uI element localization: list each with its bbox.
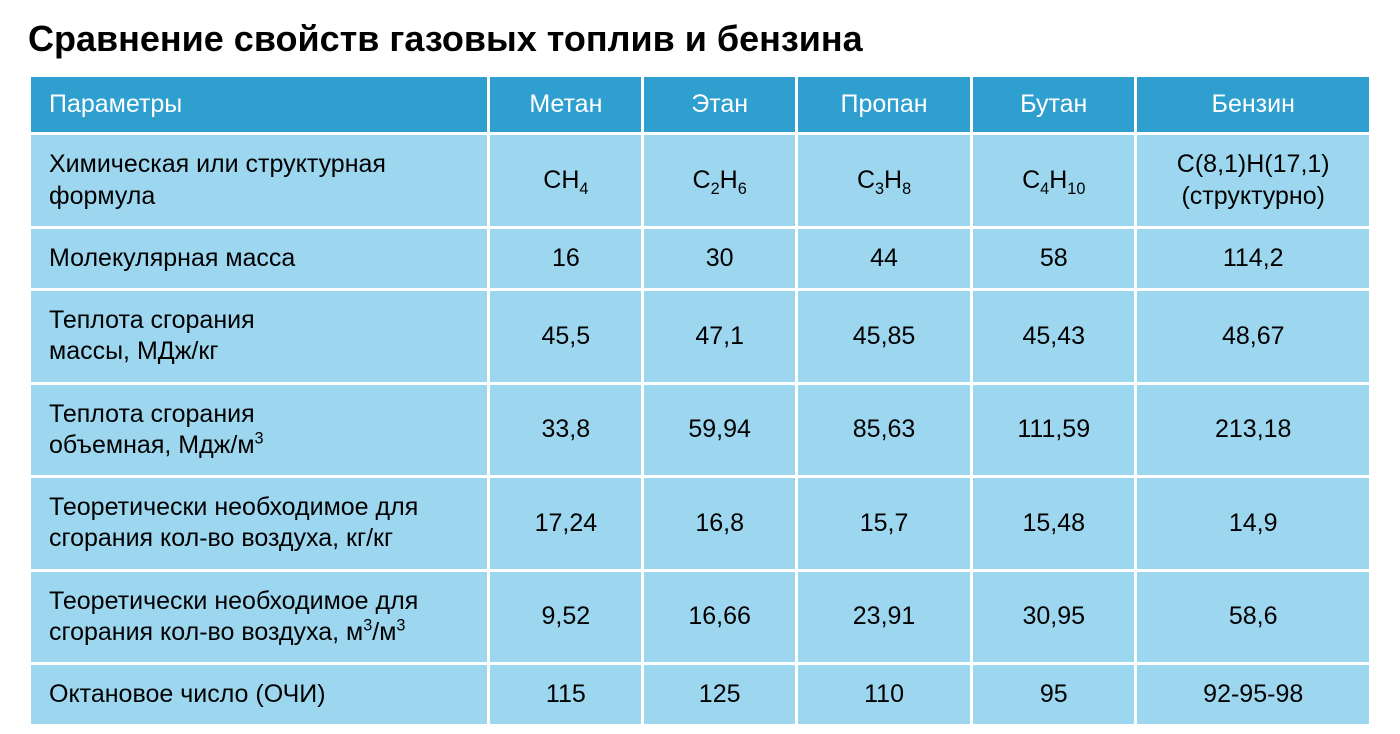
table-header-row: Параметры Метан Этан Пропан Бутан Бензин [31, 77, 1369, 132]
comparison-table: Параметры Метан Этан Пропан Бутан Бензин… [28, 74, 1372, 727]
value-cell: 23,91 [798, 572, 970, 663]
col-header-param: Параметры [31, 77, 487, 132]
table-row: Теплота сгораниямассы, МДж/кг45,547,145,… [31, 291, 1369, 382]
value-cell: 9,52 [490, 572, 641, 663]
param-cell: Молекулярная масса [31, 229, 487, 288]
value-cell: 47,1 [644, 291, 795, 382]
value-cell: 16 [490, 229, 641, 288]
value-cell: 48,67 [1137, 291, 1369, 382]
value-cell: 45,85 [798, 291, 970, 382]
value-cell: 111,59 [973, 385, 1134, 476]
param-cell: Теоретически необходимое длясгорания кол… [31, 478, 487, 569]
value-cell: 114,2 [1137, 229, 1369, 288]
value-cell: C4H10 [973, 135, 1134, 226]
value-cell: 59,94 [644, 385, 795, 476]
table-row: Теоретически необходимое длясгорания кол… [31, 478, 1369, 569]
value-cell: 14,9 [1137, 478, 1369, 569]
value-cell: 115 [490, 665, 641, 724]
value-cell: 110 [798, 665, 970, 724]
value-cell: 15,48 [973, 478, 1134, 569]
param-cell: Октановое число (ОЧИ) [31, 665, 487, 724]
value-cell: 58,6 [1137, 572, 1369, 663]
col-header-propane: Пропан [798, 77, 970, 132]
col-header-ethane: Этан [644, 77, 795, 132]
table-row: Теоретически необходимое длясгорания кол… [31, 572, 1369, 663]
table-row: Химическая или структурная формулаCH4C2H… [31, 135, 1369, 226]
value-cell: 85,63 [798, 385, 970, 476]
table-row: Молекулярная масса16304458114,2 [31, 229, 1369, 288]
param-cell: Теоретически необходимое длясгорания кол… [31, 572, 487, 663]
table-row: Теплота сгоранияобъемная, Мдж/м333,859,9… [31, 385, 1369, 476]
value-cell: 125 [644, 665, 795, 724]
value-cell: C2H6 [644, 135, 795, 226]
value-cell: 92-95-98 [1137, 665, 1369, 724]
value-cell: 33,8 [490, 385, 641, 476]
param-cell: Теплота сгоранияобъемная, Мдж/м3 [31, 385, 487, 476]
col-header-methane: Метан [490, 77, 641, 132]
param-cell: Химическая или структурная формула [31, 135, 487, 226]
value-cell: 30,95 [973, 572, 1134, 663]
col-header-gasoline: Бензин [1137, 77, 1369, 132]
value-cell: 58 [973, 229, 1134, 288]
value-cell: 45,5 [490, 291, 641, 382]
value-cell: 95 [973, 665, 1134, 724]
value-cell: CH4 [490, 135, 641, 226]
value-cell: 44 [798, 229, 970, 288]
value-cell: 16,66 [644, 572, 795, 663]
value-cell: 30 [644, 229, 795, 288]
table-row: Октановое число (ОЧИ)1151251109592-95-98 [31, 665, 1369, 724]
col-header-butane: Бутан [973, 77, 1134, 132]
value-cell: 213,18 [1137, 385, 1369, 476]
value-cell: 17,24 [490, 478, 641, 569]
value-cell: C(8,1)H(17,1)(структурно) [1137, 135, 1369, 226]
param-cell: Теплота сгораниямассы, МДж/кг [31, 291, 487, 382]
page-title: Сравнение свойств газовых топлив и бензи… [28, 18, 1372, 60]
value-cell: 16,8 [644, 478, 795, 569]
value-cell: 45,43 [973, 291, 1134, 382]
value-cell: C3H8 [798, 135, 970, 226]
value-cell: 15,7 [798, 478, 970, 569]
